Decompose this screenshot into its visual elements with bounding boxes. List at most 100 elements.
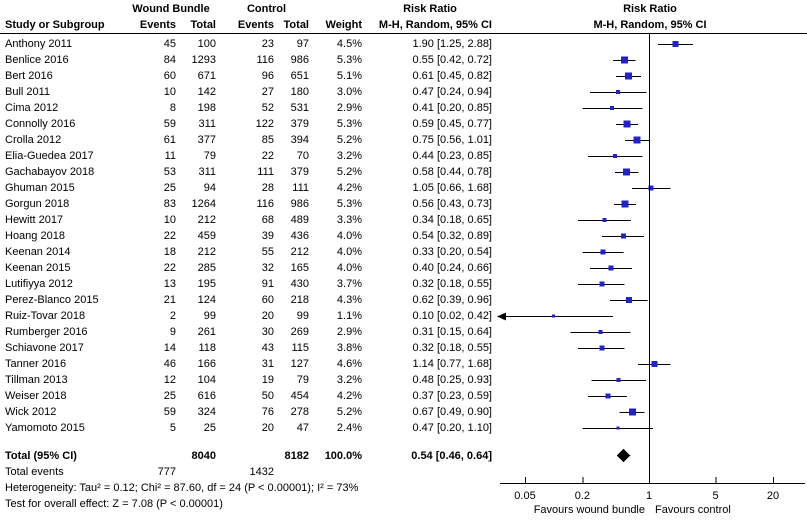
study-row: Perez-Blanco 2015 21 124 60 218 4.3% 0.62 [0.3… [0, 292, 500, 308]
group2-total: 489 [290, 214, 309, 226]
group1-total: 1264 [191, 198, 216, 210]
study-row: Tillman 2013 12 104 19 79 3.2% 0.48 [0.25, 0.9… [0, 372, 500, 388]
group1-events: 2 [169, 310, 176, 322]
group1-total: 118 [198, 342, 216, 354]
rr-ci-text: 0.34 [0.18, 0.65] [412, 214, 492, 226]
group1-total: 616 [197, 390, 216, 402]
weight-value: 5.1% [336, 70, 362, 82]
weight-value: 5.3% [336, 54, 362, 66]
weight-value: 4.6% [336, 358, 362, 370]
group1-total: 79 [203, 150, 216, 162]
group2-events: 39 [261, 230, 274, 242]
group2-total: 79 [296, 374, 309, 386]
weight-value: 3.7% [336, 278, 362, 290]
axis-tick-label: 20 [766, 490, 780, 502]
effect-marker [552, 314, 556, 318]
rr-ci-text: 0.33 [0.20, 0.54] [412, 246, 492, 258]
effect-marker [622, 168, 630, 176]
group1-events: 45 [163, 38, 176, 50]
group2-events: 122 [255, 118, 274, 130]
effect-marker [621, 200, 629, 208]
study-row: Keenan 2015 22 285 32 165 4.0% 0.40 [0.24, 0.6… [0, 260, 500, 276]
group2-events-header: Events [237, 19, 274, 31]
group2-events: 22 [261, 150, 274, 162]
total-events-group2: 1432 [249, 466, 274, 478]
total-rr-ci: 0.54 [0.46, 0.64] [411, 450, 492, 462]
study-name: Keenan 2015 [5, 262, 71, 274]
study-row: Tanner 2016 46 166 31 127 4.6% 1.14 [0.77, 1.6… [0, 356, 500, 372]
risk-ratio-col-title: Risk Ratio [403, 3, 457, 15]
weight-value: 4.5% [336, 38, 362, 50]
group2-events: 116 [256, 54, 274, 66]
weight-value: 2.9% [336, 102, 362, 114]
group1-events: 14 [163, 342, 176, 354]
weight-value: 3.2% [336, 150, 362, 162]
total-label: Total (95% CI) [5, 450, 77, 462]
effect-marker [633, 136, 641, 144]
study-name: Ghuman 2015 [5, 182, 75, 194]
study-name: Anthony 2011 [5, 38, 73, 50]
study-row: Hewitt 2017 10 212 68 489 3.3% 0.34 [0.18, 0.6… [0, 212, 500, 228]
rr-ci-text: 0.40 [0.24, 0.66] [412, 262, 492, 274]
effect-marker [616, 378, 621, 382]
study-name: Bert 2016 [5, 70, 53, 82]
study-name: Hewitt 2017 [5, 214, 64, 226]
group1-events: 25 [163, 390, 176, 402]
study-row: Schiavone 2017 14 118 43 115 3.8% 0.32 [0.18, … [0, 340, 500, 356]
weight-value: 4.2% [336, 182, 362, 194]
axis-tick-label: 0.05 [514, 490, 536, 502]
study-row: Hoang 2018 22 459 39 436 4.0% 0.54 [0.32, 0.89… [0, 228, 500, 244]
group1-events: 11 [164, 150, 176, 162]
weight-value: 2.9% [336, 326, 362, 338]
study-name: Yamomoto 2015 [5, 422, 85, 434]
group1-events: 13 [163, 278, 176, 290]
weight-value: 5.2% [336, 134, 362, 146]
group2-events: 76 [261, 406, 274, 418]
group1-total-header: Total [190, 19, 216, 31]
group2-events: 52 [261, 102, 274, 114]
study-row: Ghuman 2015 25 94 28 111 4.2% 1.05 [0.66, 1.68… [0, 180, 500, 196]
group2-events: 20 [261, 422, 274, 434]
group2-events: 85 [261, 134, 274, 146]
group1-events-header: Events [139, 19, 176, 31]
study-row: Yamomoto 2015 5 25 20 47 2.4% 0.47 [0.20, 1.10… [0, 420, 500, 436]
group2-events: 68 [261, 214, 274, 226]
group1-events: 59 [163, 406, 176, 418]
group2-events: 96 [261, 70, 274, 82]
effect-marker [598, 330, 603, 334]
group2-events: 116 [256, 198, 274, 210]
group2-total: 651 [290, 70, 309, 82]
group1-total: 142 [197, 86, 216, 98]
group2-total: 115 [291, 342, 309, 354]
group1-total: 311 [198, 166, 216, 178]
effect-marker [599, 281, 605, 287]
rr-ci-text: 1.14 [0.77, 1.68] [412, 358, 492, 370]
group2-total: 111 [292, 182, 309, 194]
study-name: Hoang 2018 [5, 230, 65, 242]
group2-total: 269 [290, 326, 309, 338]
group1-events: 8 [169, 102, 176, 114]
effect-marker [600, 249, 606, 255]
study-row: Keenan 2014 18 212 55 212 4.0% 0.33 [0.20, 0.5… [0, 244, 500, 260]
group1-events: 9 [169, 326, 176, 338]
total-diamond [616, 449, 631, 462]
rr-ci-text: 1.05 [0.66, 1.68] [412, 182, 492, 194]
study-row: Benlice 2016 84 1293 116 986 5.3% 0.55 [0.42, … [0, 52, 500, 68]
weight-value: 4.0% [336, 246, 362, 258]
study-name: Crolla 2012 [5, 134, 62, 146]
effect-marker [608, 265, 614, 271]
group2-total: 986 [290, 198, 309, 210]
group1-events: 10 [163, 86, 176, 98]
group1-events: 10 [163, 214, 176, 226]
effect-marker [610, 106, 615, 110]
weight-value: 4.0% [336, 230, 362, 242]
group1-events: 61 [163, 134, 176, 146]
study-row: Weiser 2018 25 616 50 454 4.2% 0.37 [0.23, 0.5… [0, 388, 500, 404]
rr-ci-text: 0.61 [0.45, 0.82] [412, 70, 492, 82]
effect-marker [623, 120, 631, 128]
study-name: Tillman 2013 [5, 374, 68, 386]
axis-tick-label: 0.2 [574, 490, 591, 502]
rr-ci-text: 0.48 [0.25, 0.93] [412, 374, 492, 386]
group1-events: 22 [163, 262, 176, 274]
